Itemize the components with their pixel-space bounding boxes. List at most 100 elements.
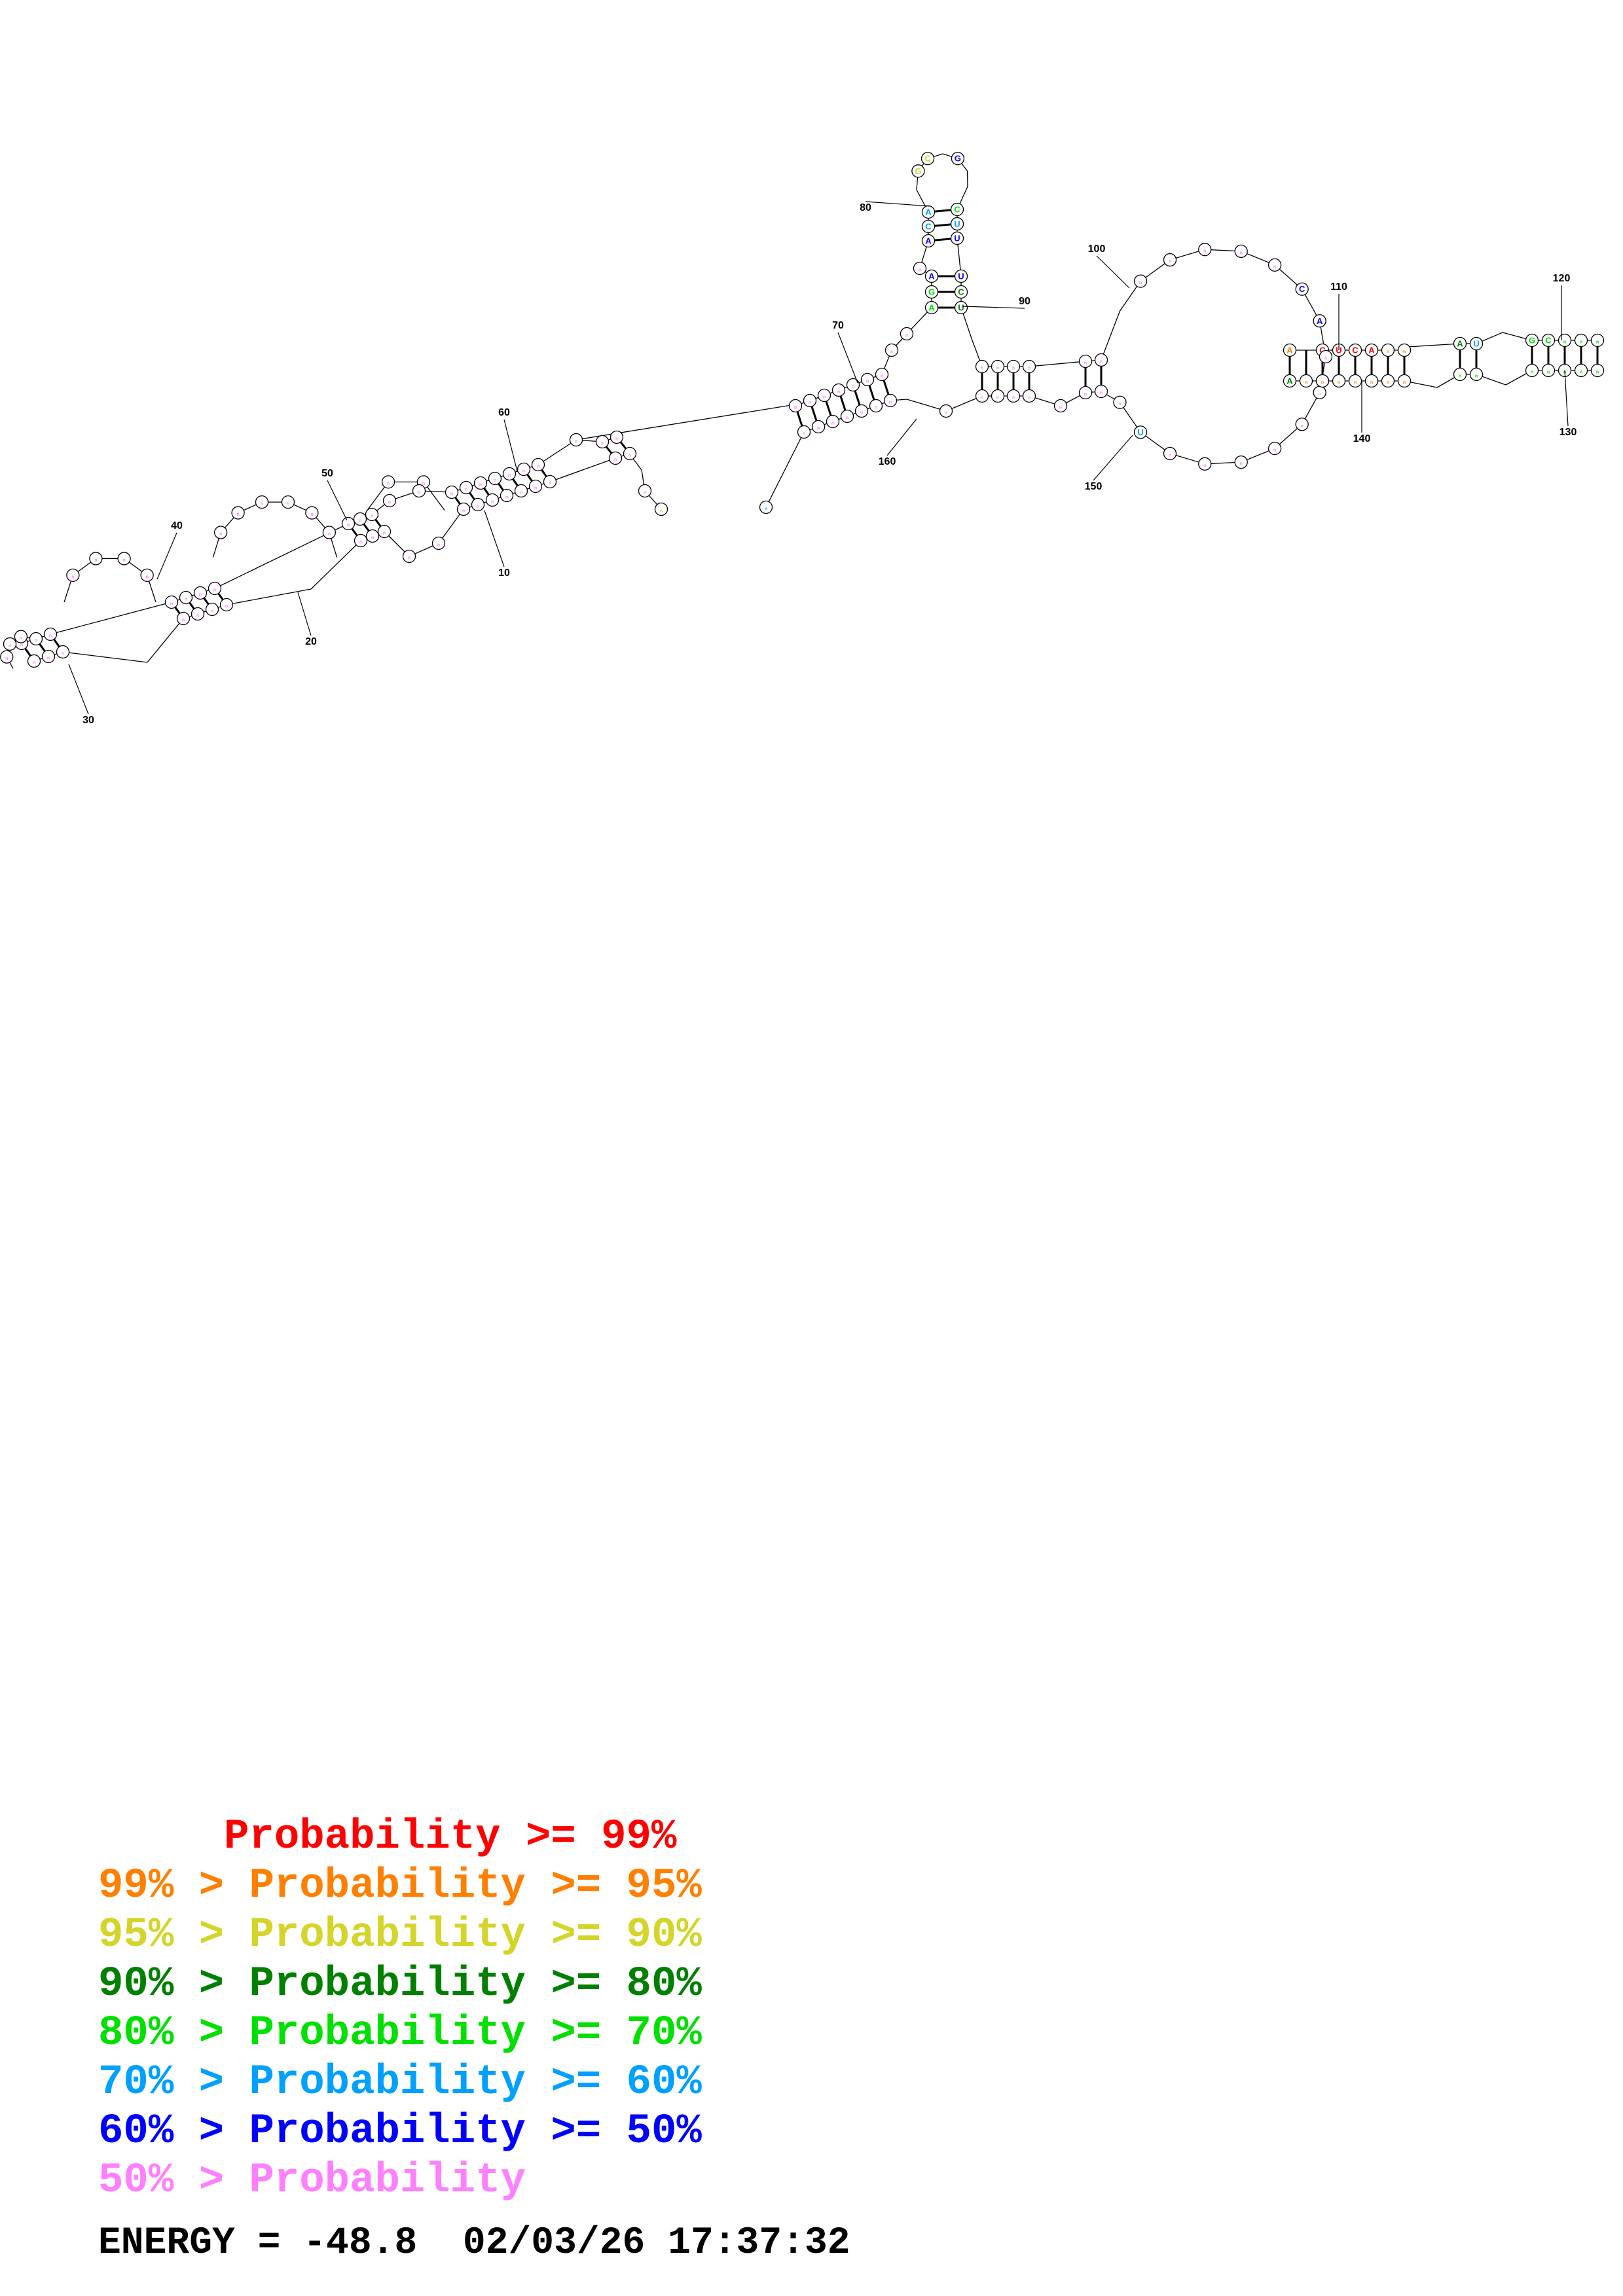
svg-text:n: n bbox=[491, 500, 494, 505]
nucleotide-node: n bbox=[1133, 274, 1148, 288]
nucleotide-node: n bbox=[1299, 374, 1313, 388]
svg-text:n: n bbox=[508, 474, 511, 478]
position-label: 130 bbox=[1559, 427, 1577, 438]
nucleotide-node: n bbox=[788, 399, 803, 413]
nucleotide-node: n bbox=[1234, 244, 1248, 259]
nucleotide-node: n bbox=[488, 471, 502, 486]
svg-text:n: n bbox=[1596, 340, 1599, 345]
nucleotide-node: n bbox=[1006, 389, 1021, 403]
nucleotide-node: n bbox=[179, 590, 193, 605]
nucleotide-node: n bbox=[193, 586, 208, 600]
nucleotide-node: n bbox=[1022, 359, 1036, 374]
nucleotide-node: n bbox=[412, 484, 426, 498]
nucleotide-node: n bbox=[1590, 363, 1605, 378]
svg-text:n: n bbox=[71, 575, 74, 579]
svg-text:A: A bbox=[1317, 316, 1323, 326]
backbone-lines bbox=[6, 153, 1597, 669]
nucleotide-node: n bbox=[27, 654, 41, 668]
legend-row-80: 90% > Probability >= 80% bbox=[98, 1961, 702, 2008]
nucleotide-node: n bbox=[1295, 418, 1309, 431]
position-tick bbox=[484, 510, 505, 567]
nucleotide-node: n bbox=[1094, 384, 1108, 399]
nucleotide-node: n bbox=[41, 649, 56, 664]
position-label: 10 bbox=[498, 567, 510, 579]
svg-text:n: n bbox=[359, 541, 362, 545]
nucleotide-node: n bbox=[1332, 374, 1346, 388]
nucleotide-node: n bbox=[1558, 333, 1572, 348]
nucleotide-node: n bbox=[608, 451, 623, 465]
nucleotide-node: n bbox=[595, 435, 610, 449]
svg-text:n: n bbox=[981, 396, 983, 401]
nucleotide-node: n bbox=[341, 516, 356, 531]
nucleotide-node: n bbox=[514, 484, 528, 498]
nucleotide-node: A bbox=[921, 234, 936, 248]
nucleotide-node: n bbox=[1397, 374, 1412, 388]
svg-text:n: n bbox=[505, 495, 508, 500]
nucleotide-node: n bbox=[473, 476, 488, 490]
svg-text:n: n bbox=[1100, 391, 1103, 396]
svg-text:n: n bbox=[20, 643, 23, 648]
svg-text:n: n bbox=[1370, 381, 1373, 386]
svg-text:n: n bbox=[890, 350, 893, 355]
svg-text:n: n bbox=[1301, 424, 1304, 429]
svg-text:n: n bbox=[465, 488, 467, 492]
nucleotide-node: n bbox=[826, 414, 840, 429]
backbone-segment bbox=[310, 540, 361, 590]
svg-text:n: n bbox=[33, 661, 35, 666]
svg-text:n: n bbox=[408, 556, 410, 561]
svg-text:n: n bbox=[803, 432, 805, 437]
nucleotide-node: n bbox=[255, 495, 269, 509]
backbone-segment bbox=[765, 431, 805, 508]
svg-text:n: n bbox=[477, 505, 479, 509]
svg-text:n: n bbox=[1139, 281, 1142, 285]
nucleotide-node: n bbox=[1078, 386, 1093, 400]
backbone-segment bbox=[62, 651, 148, 663]
svg-text:n: n bbox=[170, 602, 173, 607]
svg-text:n: n bbox=[860, 411, 863, 416]
svg-text:G: G bbox=[915, 166, 921, 176]
legend-row-90: 95% > Probability >= 90% bbox=[98, 1912, 702, 1959]
nucleotide-node: n bbox=[803, 393, 817, 408]
nucleotide-node: n bbox=[1364, 374, 1379, 388]
svg-text:A: A bbox=[1457, 339, 1463, 349]
svg-text:A: A bbox=[1286, 376, 1293, 386]
svg-text:n: n bbox=[479, 483, 482, 488]
svg-text:n: n bbox=[1305, 381, 1307, 386]
energy-and-timestamp: ENERGY = -48.8 02/03/26 17:37:32 bbox=[98, 2222, 850, 2265]
svg-text:n: n bbox=[62, 652, 64, 656]
svg-text:n: n bbox=[35, 639, 37, 643]
position-tick bbox=[68, 664, 89, 715]
position-label: 60 bbox=[498, 407, 510, 418]
nucleotide-node: n bbox=[991, 389, 1005, 403]
svg-text:n: n bbox=[219, 532, 222, 537]
position-tick bbox=[962, 306, 1025, 309]
nucleotide-node: G bbox=[924, 285, 939, 299]
svg-text:n: n bbox=[387, 482, 390, 486]
nucleotide-nodes: n n n n n n n n n n n n n n n n n n n n n n n n n n n n n n n n n n n n n n n n… bbox=[0, 152, 1605, 668]
position-label: 80 bbox=[860, 202, 871, 213]
nucleotide-node: n bbox=[1315, 374, 1330, 388]
svg-text:n: n bbox=[765, 507, 767, 512]
svg-text:n: n bbox=[823, 395, 826, 400]
nucleotide-node: n bbox=[1574, 363, 1588, 378]
nucleotide-node: n bbox=[191, 607, 205, 621]
nucleotide-node: n bbox=[1590, 333, 1605, 348]
svg-text:n: n bbox=[199, 593, 202, 598]
svg-text:n: n bbox=[347, 524, 350, 528]
nucleotide-node: n bbox=[402, 549, 416, 564]
svg-text:n: n bbox=[287, 502, 289, 507]
nucleotide-node: n bbox=[14, 630, 28, 643]
position-tick bbox=[297, 592, 312, 636]
position-label: 20 bbox=[305, 636, 317, 647]
svg-text:n: n bbox=[1084, 361, 1087, 366]
svg-text:n: n bbox=[1387, 350, 1389, 355]
position-tick bbox=[156, 532, 177, 580]
nucleotide-node: n bbox=[831, 383, 846, 397]
nucleotide-node: n bbox=[610, 430, 624, 444]
svg-text:n: n bbox=[1459, 374, 1461, 379]
nucleotide-node: n bbox=[846, 378, 860, 392]
nucleotide-node: A bbox=[1283, 374, 1297, 388]
backbone-segment bbox=[575, 404, 796, 440]
nucleotide-node: n bbox=[485, 493, 500, 507]
nucleotide-node: n bbox=[900, 327, 914, 341]
